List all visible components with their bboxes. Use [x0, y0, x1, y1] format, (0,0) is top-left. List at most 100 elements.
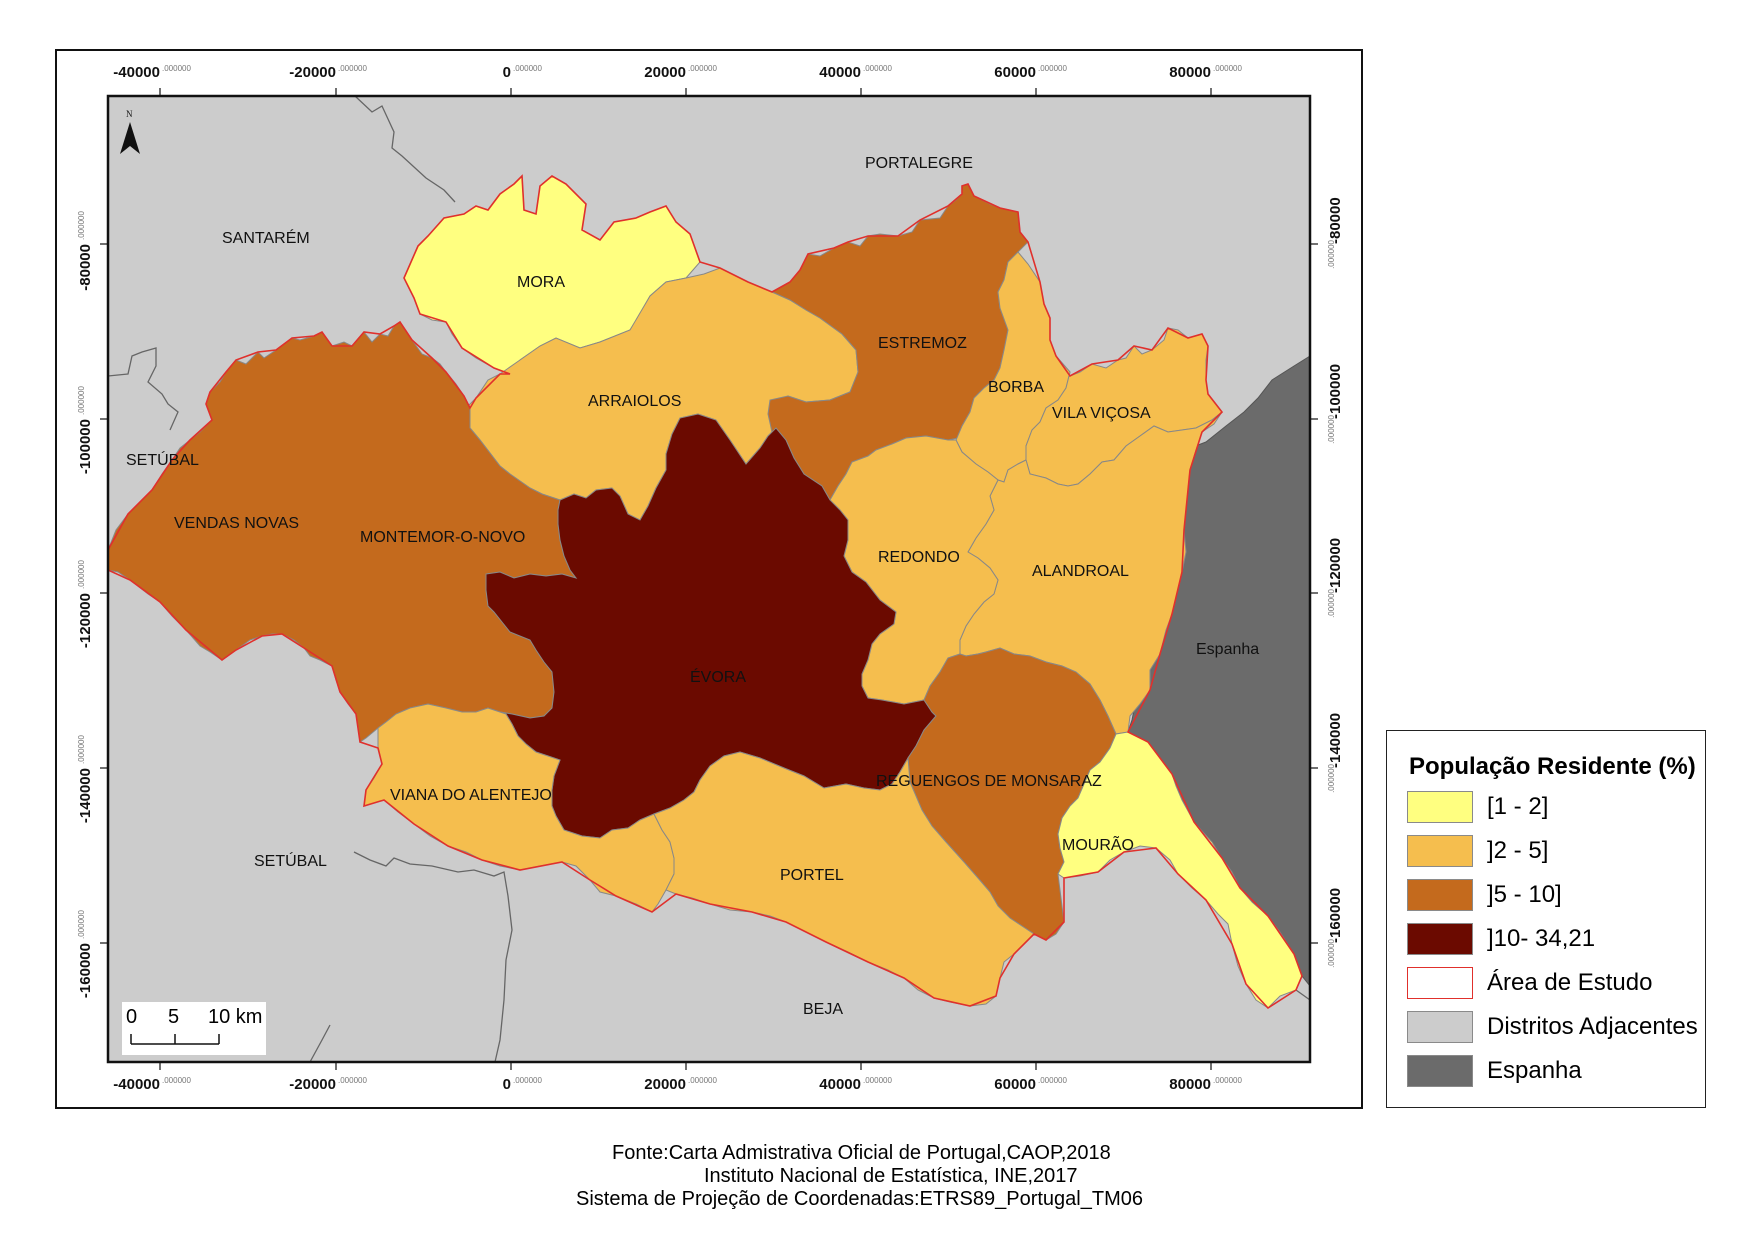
x-tick-top-suffix-2: .000000 — [338, 64, 367, 73]
scale-bar-ruler — [130, 1034, 220, 1045]
y-tick-right-suffix-1: .000000 — [1327, 239, 1336, 268]
x-tick-bottom-4: 20000 — [644, 1076, 686, 1093]
x-tick-bottom-6: 60000 — [994, 1076, 1036, 1093]
y-tick-right-suffix-3: .000000 — [1327, 588, 1336, 617]
y-tick-left-suffix-2: .000000 — [77, 386, 86, 415]
label-espanha: Espanha — [1196, 641, 1259, 658]
source-line-1: Fonte:Carta Admistrativa Oficial de Port… — [612, 1142, 1111, 1164]
x-tick-top-7: 80000 — [1169, 64, 1211, 81]
x-tick-bottom-7: 80000 — [1169, 1076, 1211, 1093]
y-tick-left-5: -160000 — [77, 943, 94, 998]
x-tick-top-1: -40000 — [113, 64, 160, 81]
y-tick-right-suffix-5: .000000 — [1327, 938, 1336, 967]
x-tick-bottom-1: -40000 — [113, 1076, 160, 1093]
x-tick-top-4: 20000 — [644, 64, 686, 81]
label-borba: BORBA — [988, 379, 1044, 396]
legend-label: Espanha — [1487, 1057, 1582, 1084]
x-tick-top-suffix-6: .000000 — [1038, 64, 1067, 73]
municipalities-layer — [107, 174, 1303, 1009]
north-arrow-icon: N — [120, 109, 140, 154]
y-tick-left-2: -100000 — [77, 419, 94, 474]
legend-swatch — [1407, 967, 1473, 999]
study-area-outline — [107, 174, 1303, 1010]
map-panel-border — [106, 94, 1312, 1064]
y-tick-right-5: -160000 — [1327, 888, 1344, 943]
scale-bar: 0 5 10 km — [122, 1002, 266, 1055]
legend-item: [1 - 2] — [1407, 791, 1697, 825]
source-line-2: Instituto Nacional de Estatística, INE,2… — [704, 1165, 1078, 1187]
label-portel: PORTEL — [780, 867, 844, 884]
grid-ticks — [100, 88, 1318, 1070]
source-line-3: Sistema de Projeção de Coordenadas:ETRS8… — [576, 1188, 1143, 1210]
legend: População Residente (%) [1 - 2] ]2 - 5] … — [1386, 730, 1706, 1108]
x-tick-bottom-suffix-6: .000000 — [1038, 1076, 1067, 1085]
y-tick-right-1: -80000 — [1327, 197, 1344, 244]
x-tick-bottom-2: -20000 — [289, 1076, 336, 1093]
legend-swatch — [1407, 879, 1473, 911]
label-mora: MORA — [517, 274, 565, 291]
legend-label: ]10- 34,21 — [1487, 925, 1596, 952]
x-tick-top-suffix-7: .000000 — [1213, 64, 1242, 73]
y-tick-right-suffix-4: .000000 — [1327, 763, 1336, 792]
label-alandroal: ALANDROAL — [1032, 563, 1129, 580]
y-tick-right-2: -100000 — [1327, 364, 1344, 419]
scale-label-0: 0 — [126, 1006, 138, 1028]
label-arraiolos: ARRAIOLOS — [588, 393, 681, 410]
x-tick-bottom-3: 0 — [503, 1076, 511, 1093]
legend-label: Área de Estudo — [1487, 969, 1653, 996]
label-viana-do-alentejo: VIANA DO ALENTEJO — [390, 787, 552, 804]
x-tick-top-6: 60000 — [994, 64, 1036, 81]
legend-item: Distritos Adjacentes — [1407, 1011, 1698, 1045]
legend-swatch — [1407, 1011, 1473, 1043]
y-tick-right-4: -140000 — [1327, 713, 1344, 768]
legend-label: [1 - 2] — [1487, 793, 1549, 820]
svg-text:N: N — [126, 109, 133, 119]
legend-item: Espanha — [1407, 1055, 1697, 1089]
x-tick-bottom-suffix-2: .000000 — [338, 1076, 367, 1085]
scale-label-10km: 10 km — [208, 1006, 263, 1028]
map-panel: PORTALEGRE SANTARÉM SETÚBAL SETÚBAL BEJA… — [106, 94, 1312, 1064]
y-tick-left-1: -80000 — [77, 244, 94, 291]
legend-item: Área de Estudo — [1407, 967, 1697, 1001]
x-tick-top-suffix-4: .000000 — [688, 64, 717, 73]
legend-item: ]2 - 5] — [1407, 835, 1697, 869]
label-portalegre: PORTALEGRE — [865, 155, 973, 172]
legend-item: ]5 - 10] — [1407, 879, 1697, 913]
scale-label-5: 5 — [168, 1006, 180, 1028]
y-tick-left-3: -120000 — [77, 593, 94, 648]
y-tick-left-suffix-5: .000000 — [77, 910, 86, 939]
y-tick-right-3: -120000 — [1327, 538, 1344, 593]
x-tick-bottom-suffix-1: .000000 — [162, 1076, 191, 1085]
legend-swatch — [1407, 1055, 1473, 1087]
x-tick-top-5: 40000 — [819, 64, 861, 81]
y-tick-left-suffix-3: .000000 — [77, 560, 86, 589]
x-tick-bottom-suffix-7: .000000 — [1213, 1076, 1242, 1085]
x-tick-bottom-suffix-5: .000000 — [863, 1076, 892, 1085]
legend-swatch — [1407, 835, 1473, 867]
municipality-mourao — [1057, 731, 1303, 1009]
legend-label: ]2 - 5] — [1487, 837, 1549, 864]
x-tick-top-suffix-5: .000000 — [863, 64, 892, 73]
label-reguengos: REGUENGOS DE MONSARAZ — [876, 773, 1102, 790]
legend-swatch — [1407, 923, 1473, 955]
label-estremoz: ESTREMOZ — [878, 335, 967, 352]
label-setubal-north: SETÚBAL — [126, 450, 199, 469]
y-tick-left-4: -140000 — [77, 768, 94, 823]
label-mourao: MOURÃO — [1062, 834, 1134, 854]
x-tick-top-2: -20000 — [289, 64, 336, 81]
label-setubal-south: SETÚBAL — [254, 851, 327, 870]
legend-title: População Residente (%) — [1409, 753, 1696, 780]
x-tick-bottom-suffix-4: .000000 — [688, 1076, 717, 1085]
x-tick-bottom-suffix-3: .000000 — [513, 1076, 542, 1085]
legend-item: ]10- 34,21 — [1407, 923, 1697, 957]
label-evora: ÉVORA — [690, 667, 746, 686]
x-tick-top-suffix-3: .000000 — [513, 64, 542, 73]
label-redondo: REDONDO — [878, 549, 960, 566]
label-montemor-o-novo: MONTEMOR-O-NOVO — [360, 529, 525, 546]
y-tick-left-suffix-4: .000000 — [77, 735, 86, 764]
y-tick-right-suffix-2: .000000 — [1327, 414, 1336, 443]
district-boundaries — [107, 95, 1311, 1063]
x-tick-top-3: 0 — [503, 64, 511, 81]
x-tick-bottom-5: 40000 — [819, 1076, 861, 1093]
